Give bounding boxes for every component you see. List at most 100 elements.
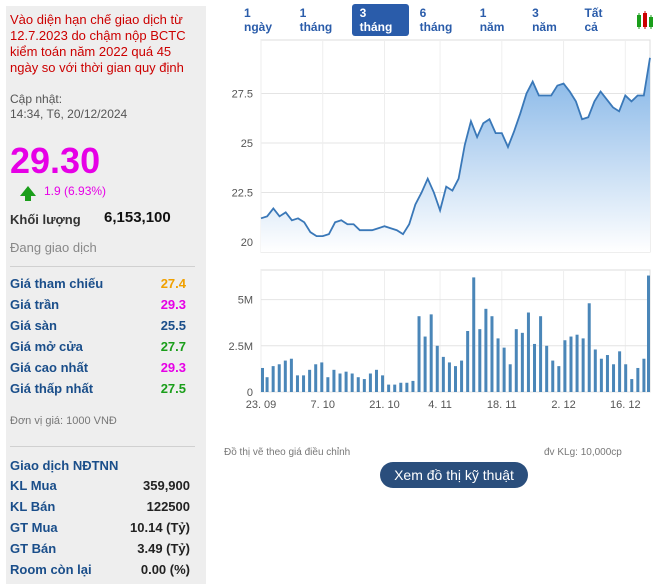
updated-time: 14:34, T6, 20/12/2024 (10, 107, 128, 121)
price-y-tick: 22.5 (232, 188, 253, 200)
tab-5[interactable]: 3 năm (532, 6, 557, 34)
volume-bar (368, 373, 372, 392)
volume-bar (618, 351, 622, 392)
volume-bar (593, 349, 597, 392)
foreign-row: GT Mua 10.14 (Tỷ) (10, 520, 190, 541)
foreign-row-label: KL Bán (10, 499, 56, 514)
volume-bar (423, 336, 427, 392)
volume-bar (496, 338, 500, 392)
volume-bar (490, 316, 494, 392)
foreign-row-label: Room còn lại (10, 562, 92, 577)
price-row: Giá tham chiếu 27.4 (10, 276, 186, 297)
volume-bar (636, 367, 640, 392)
volume-bar (381, 375, 385, 392)
volume-bar (575, 334, 579, 392)
volume-bar (551, 360, 555, 392)
volume-bar (350, 373, 354, 392)
foreign-trading-table: KL Mua 359,900 KL Bán 122500 GT Mua 10.14 (Tỷ… (10, 478, 190, 583)
volume-bar (356, 377, 360, 392)
candlestick-icon[interactable] (635, 11, 656, 29)
price-volume-chart: 27.5 25 22.5 20 5M 2.5M 023. 09 7. 10 21. 10 4. 1… (229, 39, 651, 411)
volume-bar (338, 373, 342, 392)
current-price: 29.30 (10, 140, 101, 181)
price-row: Giá cao nhất 29.3 (10, 360, 186, 381)
volume-bar (429, 314, 433, 392)
volume-bar (393, 384, 397, 392)
tab-6[interactable]: Tất cả (584, 6, 603, 34)
volume-bar (411, 380, 415, 392)
price-line (260, 57, 651, 238)
volume-bar (344, 371, 348, 392)
chart-note-adjusted: Đồ thị vẽ theo giá điều chỉnh (224, 447, 351, 458)
volume-bar (271, 366, 275, 392)
restriction-notice: Vào diện hạn chế giao dịch từ 12.7.2023 … (10, 12, 186, 75)
stock-info-panel (6, 6, 206, 584)
volume-bar (484, 308, 488, 392)
foreign-trading-title: Giao dịch NĐTNN (10, 458, 119, 473)
volume-label: Khối lượng (10, 212, 81, 227)
price-row-value: 27.7 (160, 339, 186, 354)
foreign-row-label: GT Mua (10, 520, 58, 535)
foreign-row: Room còn lại 0.00 (%) (10, 562, 190, 583)
volume-bar (302, 375, 306, 392)
chart-note-unit: đv KLg: 10,000cp (544, 447, 622, 458)
volume-bar (624, 364, 628, 392)
volume-bar (563, 340, 567, 392)
volume-bar (314, 364, 318, 392)
x-tick-label: 4. 11 (428, 399, 452, 411)
volume-bar (308, 369, 312, 392)
price-row-label: Giá sàn (10, 318, 57, 333)
foreign-row-value: 10.14 (Tỷ) (130, 520, 190, 535)
volume-bar (283, 360, 287, 392)
volume-bar (417, 316, 421, 392)
price-row-value: 25.5 (160, 318, 186, 333)
tab-0[interactable]: 1 ngày (244, 6, 273, 34)
price-row: Giá mở cửa 27.7 (10, 339, 186, 360)
tab-1[interactable]: 1 tháng (299, 6, 333, 34)
volume-bar (387, 384, 391, 392)
unit-note: Đơn vị giá: 1000 VNĐ (10, 415, 117, 427)
price-row-value: 27.4 (160, 276, 186, 291)
volume-bar (508, 364, 512, 392)
price-row-value: 29.3 (160, 360, 186, 375)
volume-bar (454, 366, 457, 392)
x-tick-label: 21. 10 (369, 399, 400, 411)
foreign-row-value: 122500 (146, 499, 190, 514)
tab-3[interactable]: 6 tháng (419, 6, 453, 34)
foreign-row: KL Bán 122500 (10, 499, 190, 520)
volume-bar (466, 331, 470, 392)
updated-label: Cập nhật: (10, 92, 63, 106)
price-y-tick: 20 (241, 237, 253, 249)
x-tick-label: 18. 11 (487, 399, 517, 411)
volume-bar (399, 382, 403, 392)
foreign-row-label: GT Bán (10, 541, 57, 556)
volume-value: 6,153,100 (104, 209, 171, 226)
volume-bar (265, 377, 269, 392)
price-y-tick: 25 (241, 138, 253, 150)
price-row: Giá sàn 25.5 (10, 318, 186, 339)
volume-bar (261, 367, 264, 392)
volume-bar (460, 360, 464, 392)
foreign-row-label: KL Mua (10, 478, 57, 493)
volume-bar (441, 356, 445, 392)
volume-bar (362, 379, 366, 392)
volume-bar (647, 275, 650, 392)
technical-chart-button[interactable]: Xem đồ thị kỹ thuật (380, 462, 528, 488)
price-row: Giá thấp nhất 27.5 (10, 381, 186, 402)
foreign-row: GT Bán 3.49 (Tỷ) (10, 541, 190, 562)
volume-bar (326, 377, 330, 392)
volume-y-tick: 0 (247, 387, 253, 399)
volume-bar (605, 355, 609, 392)
x-tick-label: 2. 12 (551, 399, 575, 411)
volume-bar (435, 345, 439, 392)
foreign-row-value: 359,900 (143, 478, 190, 493)
volume-bar (514, 329, 518, 392)
volume-bar (502, 347, 506, 392)
x-tick-label: 16. 12 (610, 399, 641, 411)
divider (10, 446, 195, 447)
price-row-label: Giá trần (10, 297, 60, 312)
tab-2[interactable]: 3 tháng (351, 4, 409, 36)
tab-4[interactable]: 1 năm (479, 6, 505, 34)
volume-bar (472, 277, 476, 392)
period-tabs: 1 ngày 1 tháng 3 tháng 6 tháng 1 năm 3 năm Tất… (236, 4, 656, 36)
